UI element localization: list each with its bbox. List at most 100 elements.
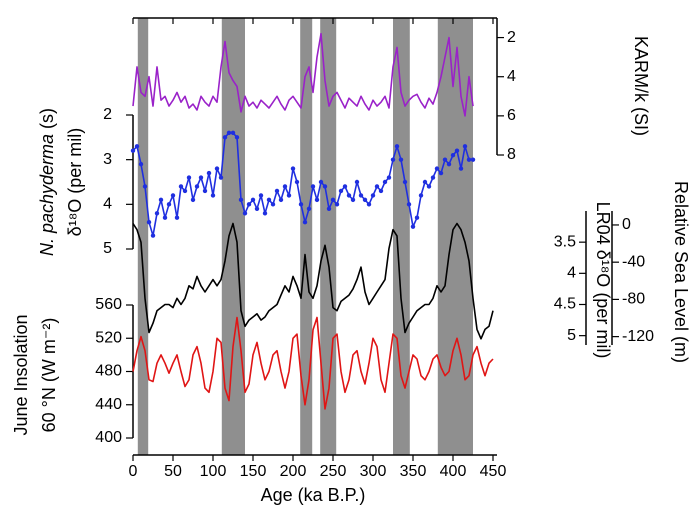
x-tick-label: 100 xyxy=(200,463,227,480)
y-axis-title: LR04 δ¹⁸O (per mil) xyxy=(593,202,613,359)
data-point xyxy=(354,179,360,185)
data-point xyxy=(318,179,324,185)
y-tick-label: 4.5 xyxy=(554,296,576,313)
data-point xyxy=(158,197,164,203)
data-point xyxy=(218,175,224,180)
data-point xyxy=(234,135,240,140)
data-point xyxy=(382,179,388,185)
data-point xyxy=(178,184,184,189)
shaded-interval xyxy=(300,18,313,455)
data-point xyxy=(326,206,332,211)
y-axis-title: Relative Sea Level (m) xyxy=(671,181,691,363)
data-point xyxy=(462,144,468,149)
x-tick-label: 300 xyxy=(360,463,387,480)
data-point xyxy=(378,188,384,194)
data-point xyxy=(338,188,344,194)
x-tick-label: 450 xyxy=(480,463,507,480)
x-tick-label: 150 xyxy=(240,463,267,480)
x-tick-label: 350 xyxy=(400,463,427,480)
data-point xyxy=(310,184,316,189)
shaded-interval xyxy=(393,18,410,455)
x-axis-title: Age (ka B.P.) xyxy=(261,485,366,505)
data-point xyxy=(214,166,220,171)
data-point xyxy=(394,144,400,149)
y-axis-title: KARM/k (SI) xyxy=(631,36,651,136)
data-point xyxy=(386,175,392,180)
data-point xyxy=(210,193,216,198)
data-point xyxy=(406,202,412,207)
y-tick-label: 5 xyxy=(103,240,112,257)
data-point xyxy=(346,193,352,198)
data-point xyxy=(302,220,308,225)
x-tick-label: 50 xyxy=(164,463,182,480)
y-axis-title-part: N. pachyderma xyxy=(37,134,57,256)
y-axis-title-part: δ¹⁸O (per mil) xyxy=(65,128,85,237)
y-axis-title: δ¹⁸O (per mil) xyxy=(65,128,85,237)
x-tick-label: 0 xyxy=(129,463,138,480)
data-point xyxy=(246,202,252,207)
y-tick-label: 2 xyxy=(507,29,516,46)
y-tick-label: 520 xyxy=(95,329,122,346)
data-point xyxy=(150,233,156,238)
y-tick-label: 5 xyxy=(567,327,576,344)
data-point xyxy=(370,193,376,198)
y-tick-label: 8 xyxy=(507,146,516,163)
data-point xyxy=(130,148,136,153)
data-point xyxy=(286,193,292,198)
shaded-interval xyxy=(137,18,149,455)
data-point xyxy=(206,170,212,176)
data-point xyxy=(274,188,280,194)
data-point xyxy=(270,202,276,207)
y-tick-label: -80 xyxy=(622,291,645,308)
data-point xyxy=(222,135,228,140)
data-line xyxy=(132,222,494,340)
data-point xyxy=(458,166,464,171)
data-point xyxy=(422,179,428,185)
y-axis-title-part: LR04 δ¹⁸O (per mil) xyxy=(593,202,613,359)
data-point xyxy=(442,157,448,162)
data-point xyxy=(166,202,172,207)
data-point xyxy=(254,206,260,211)
y-axis-title-part: 60 °N (W m⁻²) xyxy=(39,318,59,433)
y-tick-label: 3 xyxy=(103,151,112,168)
data-line xyxy=(132,32,474,117)
y-tick-label: 560 xyxy=(95,296,122,313)
y-axis-title-part: Relative Sea Level (m) xyxy=(671,181,691,363)
data-point xyxy=(258,193,264,198)
data-point xyxy=(226,130,232,136)
data-point xyxy=(266,197,272,203)
data-point xyxy=(242,211,248,216)
data-point xyxy=(450,153,456,158)
y-axis-title-part: June Insolation xyxy=(11,314,31,435)
x-tick-label: 200 xyxy=(280,463,307,480)
data-point xyxy=(146,220,152,225)
data-point xyxy=(438,170,444,176)
data-line xyxy=(132,316,494,410)
data-point xyxy=(358,193,364,198)
data-point xyxy=(414,215,420,220)
data-point xyxy=(374,184,380,189)
data-point xyxy=(434,166,440,171)
data-point xyxy=(322,184,328,189)
data-point xyxy=(290,166,296,171)
shaded-interval xyxy=(221,18,245,455)
data-point xyxy=(186,175,192,180)
data-point xyxy=(306,206,312,211)
data-point xyxy=(446,161,452,167)
y-tick-label: 3.5 xyxy=(554,233,576,250)
data-point xyxy=(162,215,168,220)
data-point xyxy=(466,157,472,162)
y-axis-title: N. pachyderma (s) xyxy=(37,108,57,256)
data-point xyxy=(402,179,408,185)
y-tick-label: 4 xyxy=(567,265,576,282)
data-point xyxy=(334,202,340,207)
data-point xyxy=(138,161,144,167)
x-tick-label: 400 xyxy=(440,463,467,480)
data-point xyxy=(142,184,148,189)
y-tick-label: 400 xyxy=(95,429,122,446)
y-tick-label: 6 xyxy=(507,107,516,124)
data-point xyxy=(418,193,424,198)
data-point xyxy=(170,193,176,198)
data-point xyxy=(470,157,476,162)
